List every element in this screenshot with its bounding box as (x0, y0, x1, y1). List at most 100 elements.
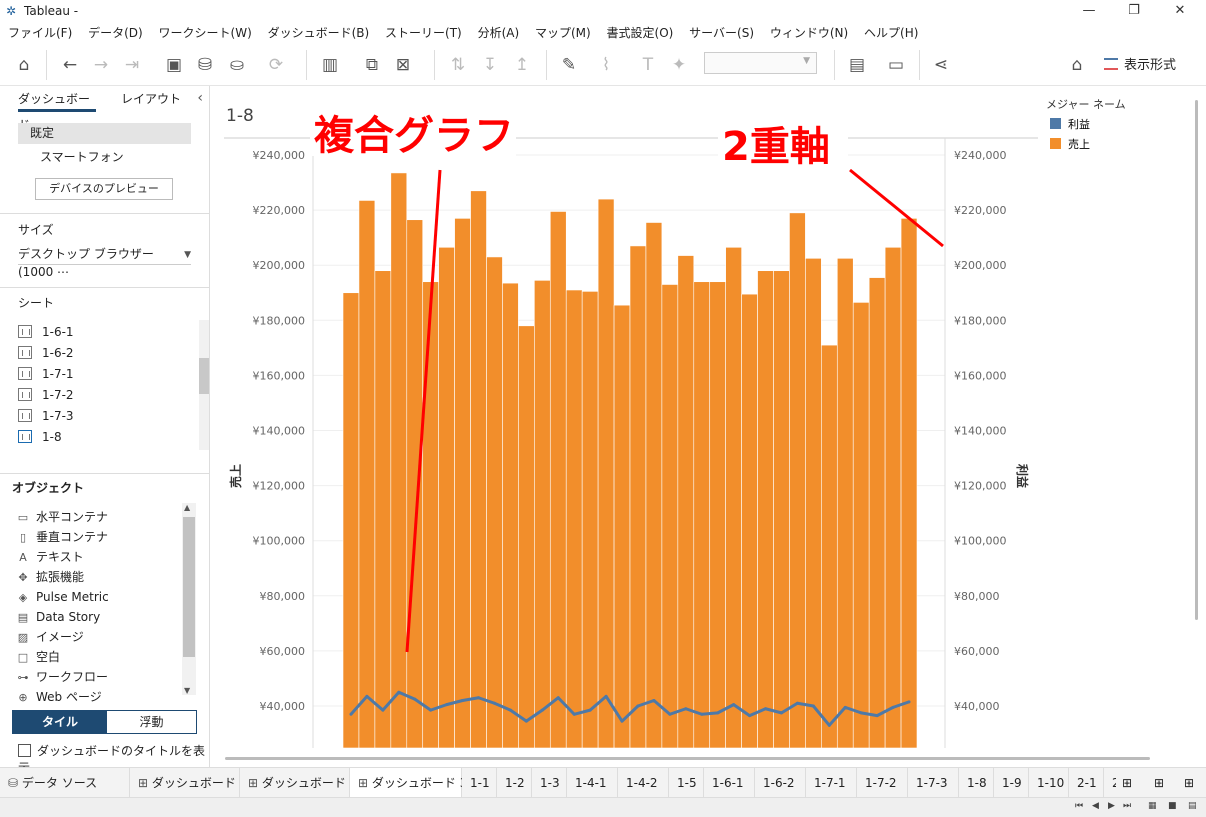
tab-data-source[interactable]: ⛁ データ ソース (0, 768, 130, 798)
sales-bar[interactable] (613, 304, 631, 749)
sales-bar[interactable] (900, 218, 918, 749)
size-dropdown[interactable]: デスクトップ ブラウザー (1000 ⋯ ▼ (18, 245, 191, 279)
menu-map[interactable]: マップ(M) (534, 26, 591, 40)
profit-point[interactable] (413, 697, 417, 701)
sort-descending-icon[interactable]: ↥ (514, 55, 530, 75)
sales-bar[interactable] (629, 245, 647, 749)
object-item[interactable]: ◈ Pulse Metric (16, 587, 109, 607)
sheet-tab[interactable]: 1-8 (959, 768, 994, 798)
object-item[interactable]: ⊕ Web ページ (16, 687, 101, 707)
profit-point[interactable] (381, 708, 385, 712)
profit-point[interactable] (556, 696, 560, 700)
sales-bar[interactable] (374, 270, 392, 749)
profit-point[interactable] (859, 711, 863, 715)
legend-profit[interactable]: 利益 (1068, 117, 1090, 131)
profit-point[interactable] (811, 704, 815, 708)
format-icon[interactable]: ⌂ (1071, 55, 1083, 75)
profit-point[interactable] (365, 694, 369, 698)
menu-dashboard[interactable]: ダッシュボード(B) (267, 26, 370, 40)
sheet-item[interactable]: 1-7-3 (18, 406, 74, 426)
refresh-icon[interactable]: ⟳ (268, 55, 284, 75)
pin-icon[interactable]: ✦ (671, 55, 687, 75)
sales-bar[interactable] (438, 246, 455, 749)
profit-point[interactable] (349, 712, 353, 716)
object-item[interactable]: A テキスト (16, 547, 83, 567)
sales-bar[interactable] (358, 200, 376, 749)
profit-point[interactable] (588, 708, 592, 712)
sales-bar[interactable] (470, 190, 487, 749)
fit-dropdown[interactable]: ▼ (704, 52, 817, 74)
object-item[interactable]: ⊶ ワークフロー (16, 667, 109, 687)
save-icon[interactable]: ▣ (165, 55, 183, 75)
sales-bar[interactable] (422, 281, 439, 749)
sales-bar[interactable] (645, 222, 663, 749)
next-sheet-icon[interactable]: ▶ (1108, 801, 1115, 811)
show-sheet-sorter-icon[interactable]: ▦ (1148, 801, 1157, 811)
profit-point[interactable] (668, 712, 672, 716)
sheet-tab[interactable]: ⊞ ダッシュボード 3 (350, 768, 467, 798)
profit-point[interactable] (891, 705, 895, 709)
object-item[interactable]: ▯ 垂直コンテナ (16, 527, 108, 547)
sales-bar[interactable] (693, 281, 711, 749)
sheet-tab[interactable]: 1-5 (669, 768, 704, 798)
sheet-tab[interactable]: 1-7-2 (857, 768, 908, 798)
sheet-tab[interactable]: 1-6-2 (755, 768, 806, 798)
tab-dashboard[interactable]: ダッシュボード (18, 86, 96, 132)
prev-sheet-icon[interactable]: ◀ (1092, 801, 1099, 811)
profit-point[interactable] (732, 703, 736, 707)
last-sheet-icon[interactable]: ⏭ (1123, 801, 1132, 811)
profit-point[interactable] (843, 705, 847, 709)
profit-point[interactable] (875, 714, 879, 718)
sales-bar[interactable] (342, 292, 360, 749)
new-story-tab-icon[interactable]: ⊞ (1178, 768, 1206, 798)
profit-point[interactable] (652, 698, 656, 702)
sales-bar[interactable] (581, 291, 599, 749)
labels-icon[interactable]: T (642, 55, 654, 75)
profit-point[interactable] (636, 704, 640, 708)
profit-point[interactable] (620, 719, 624, 723)
menu-window[interactable]: ウィンドウ(N) (769, 26, 849, 40)
menu-file[interactable]: ファイル(F) (8, 26, 73, 40)
profit-point[interactable] (748, 714, 752, 718)
sales-bar[interactable] (884, 246, 902, 749)
profit-point[interactable] (684, 707, 688, 711)
profit-point[interactable] (477, 696, 481, 700)
sheet-tab[interactable]: 1-1 (462, 768, 497, 798)
swap-icon[interactable]: ⇅ (450, 55, 466, 75)
profit-point[interactable] (907, 700, 911, 704)
sales-bar[interactable] (677, 255, 695, 749)
profit-point[interactable] (397, 690, 401, 694)
new-dashboard-tab-icon[interactable]: ⊞ (1148, 768, 1176, 798)
home-icon[interactable]: ⌂ (18, 55, 30, 75)
share-icon[interactable]: ⋖ (933, 55, 949, 75)
sales-bar[interactable] (454, 218, 471, 749)
scroll-up-icon[interactable]: ▲ (184, 503, 191, 512)
profit-point[interactable] (508, 708, 512, 712)
show-me-button[interactable]: 表示形式 (1104, 54, 1176, 73)
sheet-tab[interactable]: 2-1 (1069, 768, 1104, 798)
profit-point[interactable] (604, 694, 608, 698)
sales-bar[interactable] (549, 211, 567, 749)
sheet-item[interactable]: 1-6-1 (18, 322, 74, 342)
show-tabs-icon[interactable]: ▤ (1188, 801, 1197, 811)
object-item[interactable]: ✥ 拡張機能 (16, 567, 84, 587)
replay-icon[interactable]: ⇥ (124, 55, 140, 75)
restore-icon[interactable]: ❐ (1128, 3, 1140, 18)
device-preview-button[interactable]: デバイスのプレビュー (35, 178, 173, 200)
fit-icon[interactable]: ▤ (848, 55, 866, 75)
menu-help[interactable]: ヘルプ(H) (864, 26, 919, 40)
sheet-tab[interactable]: 1-4-2 (618, 768, 669, 798)
device-default[interactable]: 既定 (18, 123, 191, 144)
profit-point[interactable] (779, 711, 783, 715)
profit-point[interactable] (445, 703, 449, 707)
profit-point[interactable] (716, 711, 720, 715)
sales-bar[interactable] (534, 280, 551, 749)
sales-bar[interactable] (773, 270, 790, 749)
menu-worksheet[interactable]: ワークシート(W) (158, 26, 252, 40)
object-item[interactable]: □ 空白 (16, 647, 60, 667)
show-filmstrip-icon[interactable]: ■ (1168, 801, 1177, 811)
pause-updates-icon[interactable]: ⛀ (229, 55, 245, 75)
sheet-item[interactable]: 1-6-2 (18, 343, 74, 363)
sales-bar[interactable] (868, 277, 886, 749)
new-worksheet-icon[interactable]: ▥ (321, 55, 339, 75)
